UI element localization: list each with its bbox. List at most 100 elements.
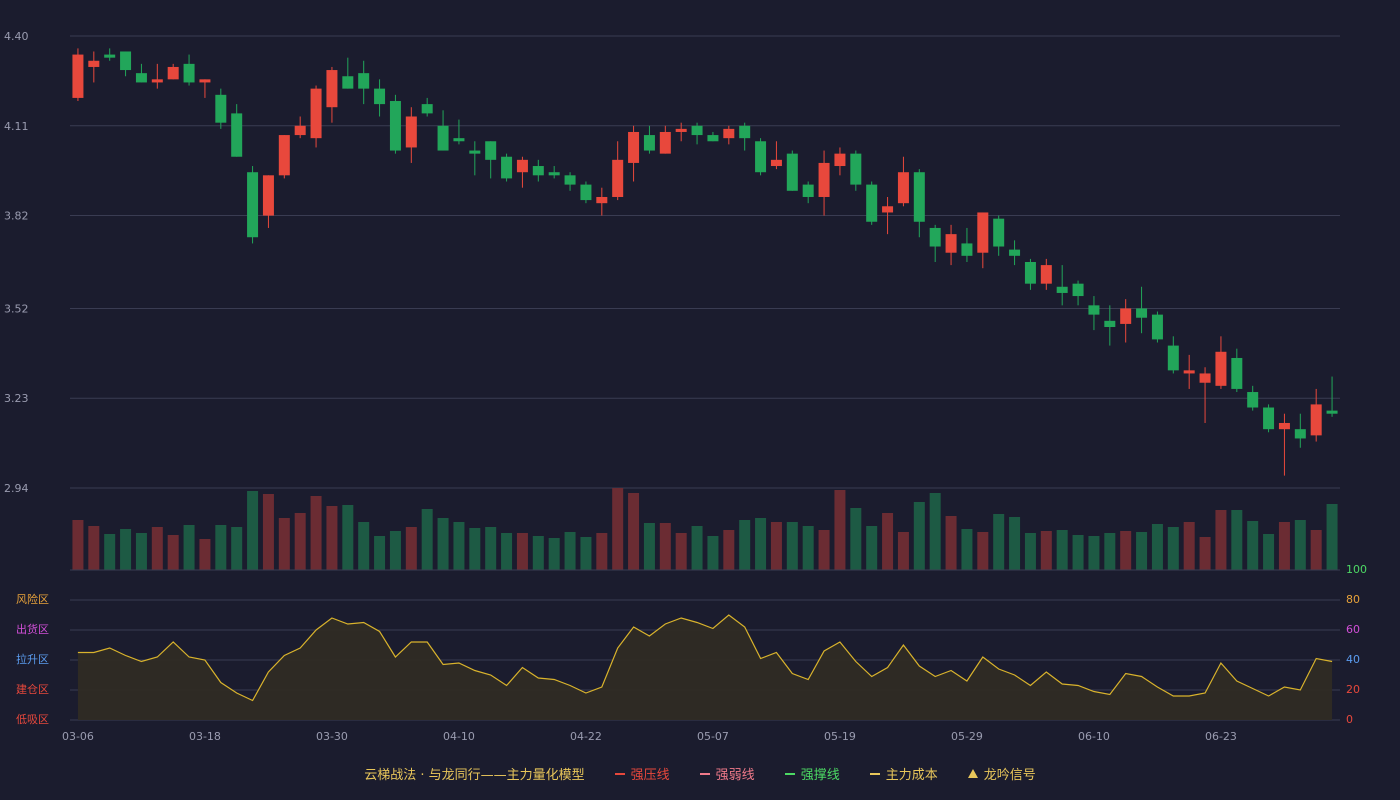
candle-body [548,172,560,176]
volume-bar [485,527,497,570]
candle-body [151,79,163,83]
volume-bar [723,530,735,570]
candle-body [135,73,147,83]
volume-bar [913,502,925,570]
candle-body [834,153,846,167]
volume-bar [882,513,894,570]
candle-body [818,162,830,197]
candle-body [1199,373,1211,383]
candle-body [1263,407,1275,430]
volume-bar [596,533,608,570]
x-tick-label: 05-07 [697,730,729,743]
candle-body [723,128,735,139]
candle-body [770,159,782,167]
volume-bar [993,514,1005,570]
y-tick-label: 4.40 [4,30,29,43]
volume-bar [1120,531,1132,570]
volume-bar [1326,504,1338,570]
candle-body [231,113,243,157]
volume-bar [770,522,782,570]
candle-body [485,141,497,160]
volume-bar [231,527,243,570]
legend-label: 龙吟信号 [983,768,1036,783]
volume-bar [1183,522,1195,570]
volume-bar [1247,521,1259,570]
volume-bar [342,505,354,570]
volume-bar [850,508,862,570]
candle-body [310,88,322,139]
volume-bar [866,526,878,570]
candle-body [897,172,909,204]
legend-symbol [699,772,710,775]
oscillator-area [77,615,1333,720]
candle-body [913,172,925,222]
candle-body [1072,283,1084,297]
y-tick-label: 3.23 [4,392,29,405]
volume-bar [199,539,211,570]
volume-bar [818,530,830,570]
candle-body [532,166,544,176]
candle-body [977,212,989,253]
candle-body [739,125,751,139]
volume-bar [104,534,116,570]
oscillator-line [77,614,1333,702]
candle-body [342,76,354,89]
volume-bar [739,520,751,570]
y-tick-label: 2.94 [4,482,29,495]
volume-bar [326,506,338,570]
candle-body [72,54,84,98]
legend-item: 主力成本 [869,764,938,783]
legend: 云梯战法 · 与龙同行——主力量化模型 强压线 强弱线 强撑线 主力成本 龙吟信号 [0,764,1400,783]
candle-body [866,184,878,222]
legend-item: 强压线 [614,764,670,783]
volume-bar [612,488,624,570]
volume-bar [453,522,465,570]
zone-label: 低吸区 [16,713,49,726]
candle-body [1278,422,1290,430]
volume-bar [1263,534,1275,570]
y-tick-label: 3.52 [4,302,29,315]
candle-body [1167,345,1179,371]
candle-body [850,153,862,185]
legend-label: 强撑线 [800,768,840,783]
chart: 2.94 3.23 3.52 3.82 4.11 4.40 03-06 03-18 03-30 0… [4,30,1367,743]
candle-body [326,70,338,108]
volume-bar [374,536,386,570]
volume-bar [1231,510,1243,570]
volume-bar [501,533,513,570]
x-tick-label: 04-22 [570,730,602,743]
candle-body [1136,308,1148,318]
zone-label: 建仓区 [16,682,49,696]
volume-bar [755,518,767,570]
volume-bar [1136,532,1148,570]
candle-body [120,51,132,71]
candle-body [564,175,576,185]
zone-label: 风险区 [16,592,49,606]
candle-body [1040,265,1052,284]
volume-bar [897,532,909,570]
volume-bar [358,522,370,570]
volume-bar [707,536,719,570]
y2-tick-label: 20 [1346,683,1360,696]
candle-body [1104,320,1116,328]
x-tick-label: 03-06 [62,730,94,743]
candle-body [88,60,100,67]
volume-bar [1009,517,1021,570]
candle-body [596,196,608,204]
legend-title: 云梯战法 · 与龙同行——主力量化模型 [364,768,585,783]
candle-body [1024,262,1036,284]
volume-bar [469,528,481,570]
volume-bar [88,526,100,570]
volume-bar [659,523,671,570]
candle-body [1231,357,1243,389]
volume-bar [72,520,84,570]
candle-body [802,184,814,197]
volume-bar [437,518,449,570]
zone-label: 出货区 [16,622,49,636]
candle-body [993,218,1005,247]
candle-body [215,94,227,123]
candle-body [516,159,528,173]
candle-body [628,131,640,163]
x-tick-label: 06-23 [1205,730,1237,743]
candle-body [691,125,703,136]
